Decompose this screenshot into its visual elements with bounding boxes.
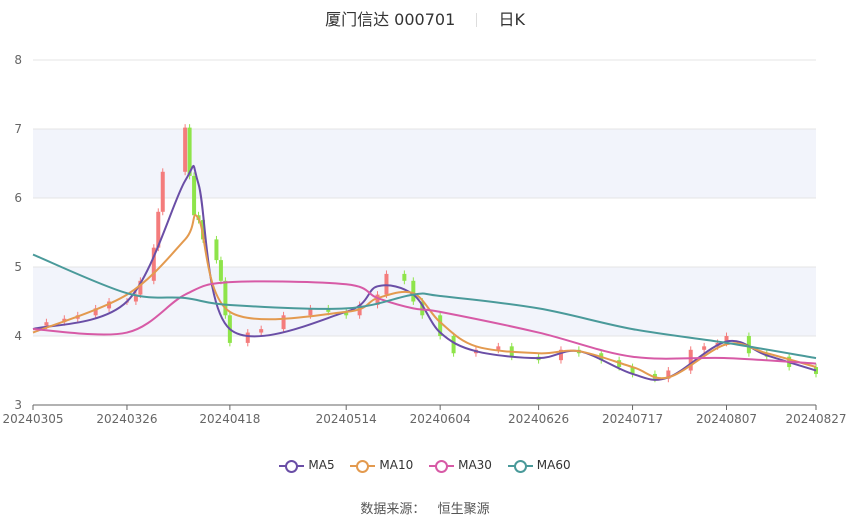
source-provider: 恒生聚源 [437,502,490,517]
candle-up [245,332,250,343]
stock-code: 000701 [394,10,456,29]
candle-up [281,315,286,330]
candle-up [724,336,729,343]
candle-down [411,280,416,302]
title-separator [476,13,478,27]
stock-name: 厦门信达 [325,10,390,29]
candle-down [326,308,331,312]
series-line-ma60 [32,253,817,360]
y-tick-label: 8 [14,53,22,67]
y-tick-label: 6 [14,191,22,205]
legend-marker-icon [429,459,455,473]
y-tick-label: 7 [14,122,22,136]
series-line-ma30 [32,280,817,365]
grid-band [33,267,816,336]
x-tick-label: 20240326 [96,412,157,426]
y-tick-label: 5 [14,260,22,274]
x-tick-label: 20240514 [316,412,377,426]
candle-up [384,273,389,295]
x-axis: 20240305 20240326 20240418 20240514 20240604… [2,404,847,426]
candle-down [344,311,349,316]
candle-down [223,280,228,316]
grid-band [33,129,816,198]
legend-marker-icon [507,459,533,473]
candle-down [218,260,223,281]
legend-item-ma30[interactable]: MA30 [429,458,492,473]
candle-up [160,171,165,212]
x-tick-label: 20240305 [2,412,63,426]
candle-up [688,349,693,371]
y-axis: 3 4 5 6 7 8 [14,53,22,412]
candle-down [630,367,635,374]
moving-average-lines [32,164,817,381]
candle-up [44,322,49,326]
candle-down [214,239,219,261]
y-tick-label: 4 [14,329,22,343]
y-tick-label: 3 [14,398,22,412]
candle-up [138,280,143,295]
candle-down [746,336,751,354]
source-label: 数据来源： [360,502,426,517]
legend-item-ma10[interactable]: MA10 [350,458,413,473]
legend-marker-icon [350,459,376,473]
candle-up [259,329,264,333]
candle-up [107,301,112,309]
x-tick-label: 20240827 [785,412,846,426]
candle-up [666,370,671,379]
x-tick-label: 20240604 [410,412,471,426]
candle-up [308,308,313,316]
candle-up [375,294,380,305]
candle-down [187,127,192,176]
candle-down [451,336,456,354]
legend-item-ma60[interactable]: MA60 [507,458,571,473]
x-tick-label: 20240807 [696,412,757,426]
x-tick-label: 20240418 [199,412,260,426]
candle-down [420,301,425,316]
series-line-ma10 [32,214,817,380]
candle-down [438,315,443,336]
period-label: 日K [498,10,525,29]
x-tick-label: 20240626 [508,412,569,426]
legend-label: MA5 [308,458,335,472]
data-source: 数据来源： 恒生聚源 [0,498,850,517]
legend: MA5 MA10 MA30 MA60 [0,458,850,473]
candle-up [93,308,98,316]
legend-item-ma5[interactable]: MA5 [279,458,335,473]
background-bands [33,129,816,336]
candle-up [133,294,138,302]
x-tick-label: 20240717 [602,412,663,426]
candle-up [156,211,161,248]
candle-up [151,247,156,281]
candle-up [702,346,707,350]
chart-title: 厦门信达 000701 日K [0,6,850,30]
candle-down [201,220,206,240]
candle-down [192,175,197,216]
legend-label: MA60 [536,458,571,472]
candle-up [558,349,563,361]
candle-up [183,127,188,172]
candle-down [402,273,407,281]
grid-lines [33,59,816,406]
legend-label: MA30 [458,458,492,472]
legend-marker-icon [279,459,305,473]
candle-up [496,346,501,350]
legend-label: MA10 [379,458,414,472]
